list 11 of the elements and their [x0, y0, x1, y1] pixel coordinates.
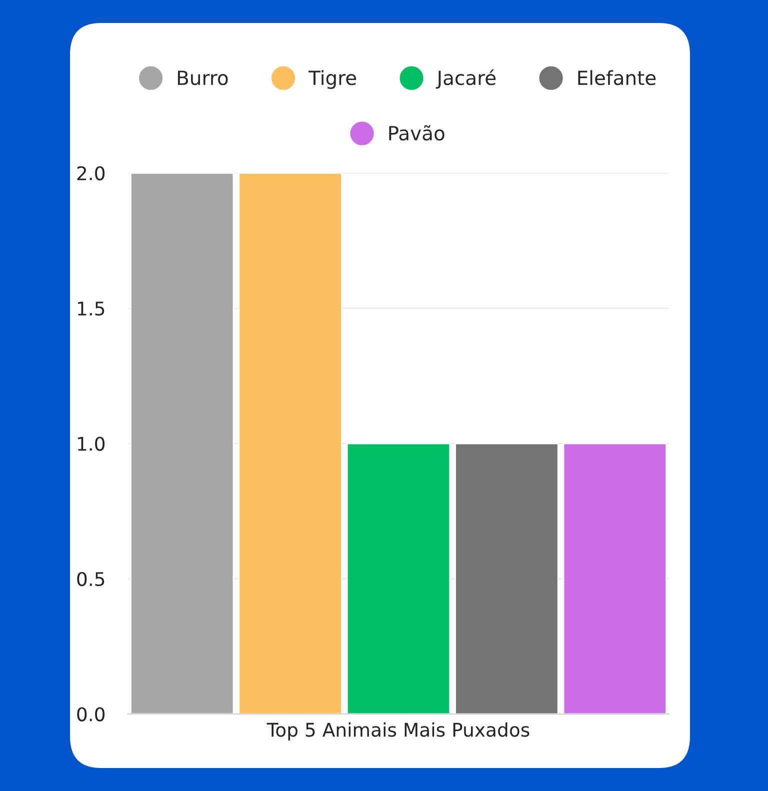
y-tick-label: 2.0 [77, 166, 105, 180]
legend-label: Tigre [308, 70, 356, 89]
y-tick-label: 0.5 [77, 572, 104, 586]
y-tick-label: 1.0 [78, 436, 105, 451]
legend-label: Elefante [578, 70, 656, 86]
x-tick-label: Top 5 Animais Mais Puxados [266, 722, 530, 740]
legend-label: Jacaré [436, 69, 496, 89]
legend-label: Burro [178, 70, 228, 86]
y-tick-label: 1.5 [78, 302, 104, 316]
y-tick-label: 0.0 [77, 707, 105, 722]
legend-label: Pavão [389, 125, 444, 141]
